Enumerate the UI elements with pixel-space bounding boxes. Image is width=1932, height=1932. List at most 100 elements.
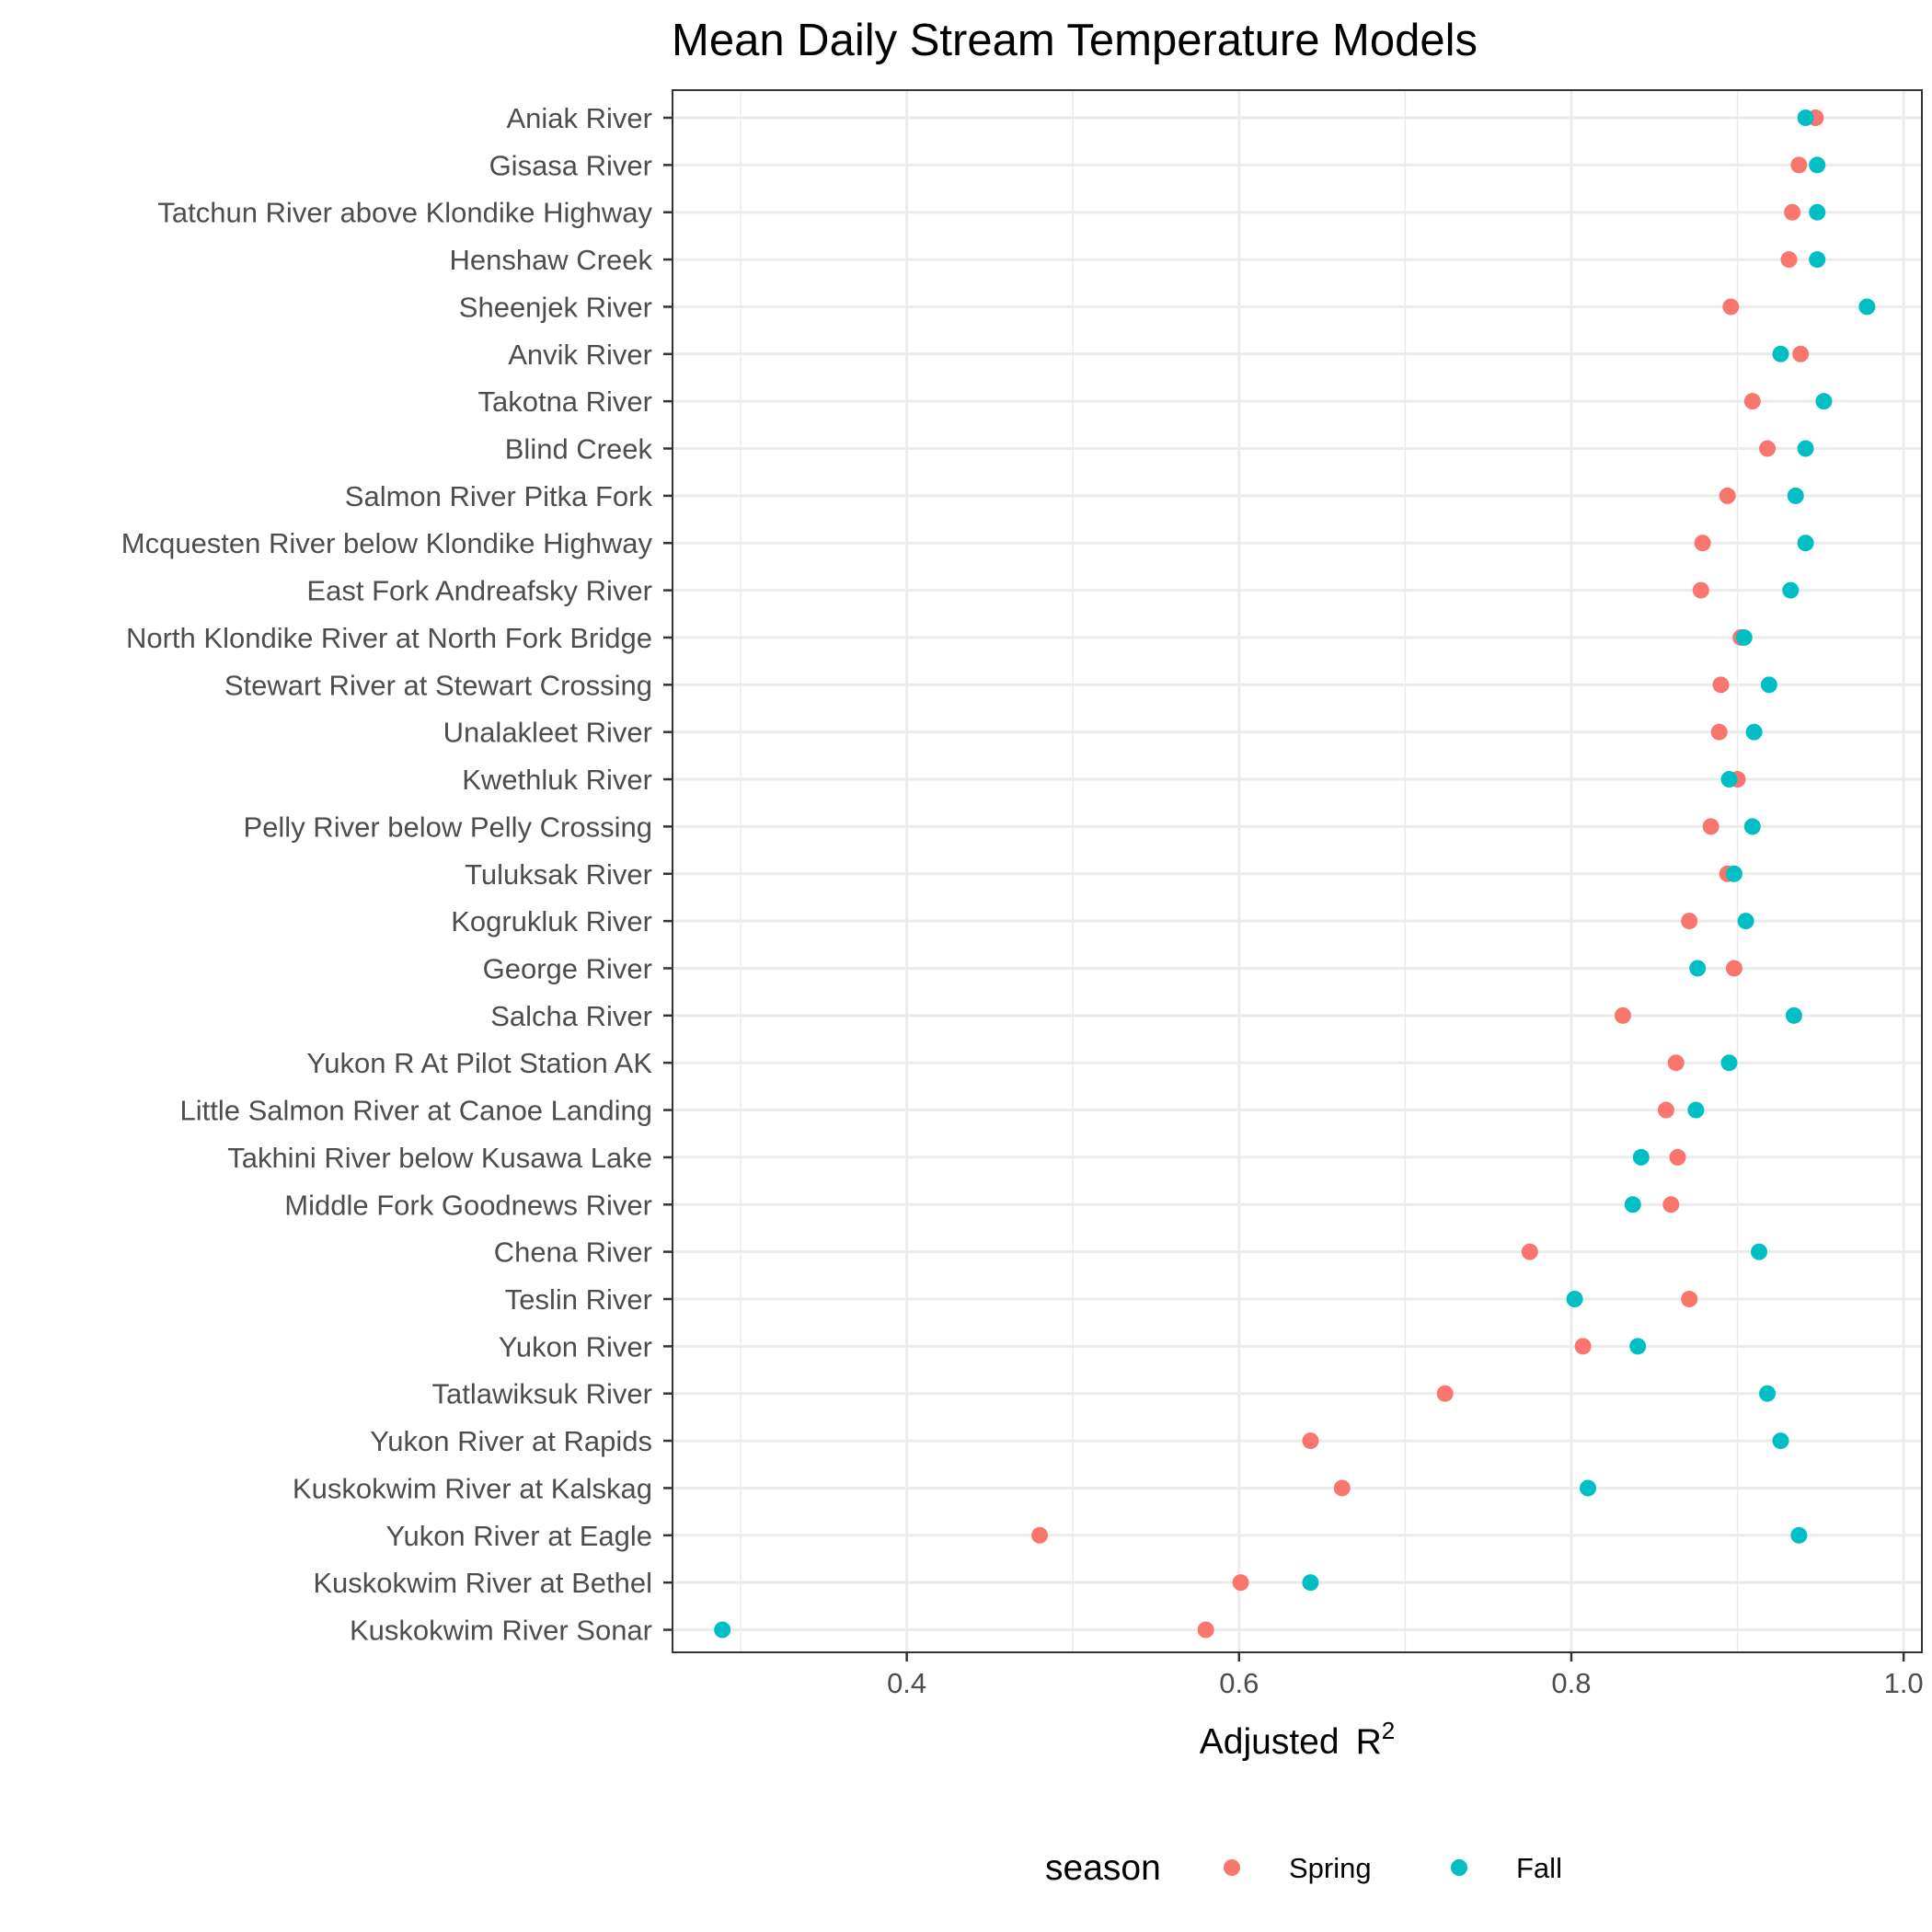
point-fall [1858, 298, 1876, 316]
point-spring [1692, 581, 1709, 599]
x-axis: 0.4 0.6 0.8 1.0 [887, 1652, 1924, 1699]
data-points [714, 109, 1876, 1639]
point-fall [1790, 1526, 1808, 1544]
y-tick-label: Takotna River [477, 385, 652, 418]
point-fall [1632, 1148, 1650, 1166]
point-fall [1759, 1385, 1777, 1402]
point-fall [1302, 1574, 1319, 1592]
point-spring [1574, 1338, 1592, 1355]
y-tick-label: Kuskokwim River at Kalskag [293, 1472, 652, 1504]
point-spring [1712, 676, 1730, 694]
x-tick-label: 0.6 [1219, 1667, 1259, 1699]
point-fall [1797, 535, 1814, 552]
y-tick-label: Stewart River at Stewart Crossing [224, 669, 652, 701]
point-fall [1687, 1101, 1705, 1119]
point-fall [1737, 913, 1754, 930]
point-spring [1333, 1479, 1351, 1497]
x-tick-label: 0.4 [887, 1667, 926, 1699]
point-fall [1566, 1291, 1583, 1307]
legend: season Spring Fall [1045, 1848, 1562, 1888]
point-spring [1232, 1574, 1249, 1592]
legend-label-fall: Fall [1516, 1852, 1562, 1884]
y-tick-label: North Klondike River at North Fork Bridg… [126, 622, 652, 654]
x-axis-title-symbol: R [1356, 1722, 1382, 1762]
y-tick-label: Pelly River below Pelly Crossing [244, 811, 653, 843]
point-spring [1197, 1621, 1214, 1639]
y-tick-label: Yukon River [499, 1330, 652, 1363]
point-fall [1735, 628, 1753, 646]
y-tick-label: Aniak River [507, 102, 653, 134]
y-tick-label: George River [483, 952, 652, 984]
point-spring [1725, 960, 1742, 977]
legend-label-spring: Spring [1289, 1852, 1372, 1884]
point-fall [1629, 1338, 1647, 1355]
plot-border [672, 89, 1923, 1653]
point-spring [1436, 1385, 1454, 1402]
point-spring [1790, 156, 1808, 174]
point-fall [1624, 1196, 1641, 1213]
point-spring [1031, 1526, 1049, 1544]
point-fall [1725, 865, 1742, 882]
point-fall [1815, 393, 1833, 410]
y-tick-label: Henshaw Creek [449, 244, 652, 276]
point-spring [1719, 487, 1736, 504]
point-fall [1809, 156, 1826, 174]
point-spring [1722, 298, 1740, 316]
legend-key-fall [1451, 1859, 1467, 1876]
y-tick-label: Kuskokwim River Sonar [350, 1615, 652, 1647]
point-spring [1743, 393, 1761, 410]
series-fall [714, 109, 1876, 1639]
point-spring [1667, 1054, 1685, 1072]
y-tick-label: Mcquesten River below Klondike Highway [121, 527, 653, 559]
point-spring [1669, 1148, 1686, 1166]
legend-title: season [1045, 1848, 1161, 1888]
y-tick-label: Kwethluk River [462, 764, 652, 796]
point-fall [1785, 1006, 1802, 1024]
y-tick-label: Unalakleet River [443, 717, 652, 749]
plot-panel [673, 90, 1922, 1652]
x-axis-title: Adjusted R2 [1200, 1717, 1395, 1762]
point-spring [1702, 818, 1719, 835]
y-tick-label: Teslin River [505, 1283, 652, 1316]
x-axis-title-word: Adjusted [1200, 1722, 1340, 1762]
y-tick-label: Yukon River at Rapids [370, 1425, 652, 1457]
x-axis-title-superscript: 2 [1382, 1717, 1395, 1744]
y-tick-label: East Fork Andreafsky River [306, 575, 652, 607]
y-tick-label: Salmon River Pitka Fork [345, 480, 653, 512]
point-fall [1760, 676, 1777, 694]
point-fall [1772, 1432, 1789, 1450]
point-fall [1797, 109, 1814, 126]
point-fall [1797, 440, 1814, 457]
point-spring [1521, 1243, 1538, 1260]
y-tick-label: Gisasa River [489, 149, 652, 181]
y-tick-label: Chena River [494, 1236, 652, 1269]
point-fall [1745, 723, 1763, 741]
chart-title: Mean Daily Stream Temperature Models [672, 16, 1478, 65]
y-tick-label: Yukon R At Pilot Station AK [306, 1047, 652, 1079]
legend-key-spring [1224, 1859, 1240, 1876]
point-fall [1787, 487, 1804, 504]
grid-major [673, 90, 1922, 1652]
y-tick-label: Tuluksak River [465, 858, 652, 891]
point-fall [1772, 345, 1789, 362]
y-tick-label: Sheenjek River [459, 291, 652, 323]
y-tick-label: Middle Fork Goodnews River [284, 1189, 652, 1221]
point-spring [1694, 535, 1711, 552]
series-spring [1031, 109, 1824, 1639]
point-spring [1614, 1006, 1631, 1024]
point-spring [1780, 251, 1798, 269]
y-tick-label: Blind Creek [505, 433, 653, 466]
point-fall [1809, 203, 1826, 221]
plot-background [673, 90, 1922, 1652]
y-tick-label: Yukon River at Eagle [385, 1520, 652, 1552]
point-fall [1720, 1054, 1738, 1072]
point-fall [1782, 581, 1800, 599]
point-fall [1809, 251, 1826, 269]
point-spring [1681, 1291, 1698, 1307]
point-fall [1751, 1243, 1768, 1260]
y-tick-label: Kogrukluk River [451, 905, 652, 937]
point-fall [714, 1621, 731, 1639]
y-tick-label: Anvik River [508, 339, 652, 371]
point-spring [1302, 1432, 1319, 1450]
